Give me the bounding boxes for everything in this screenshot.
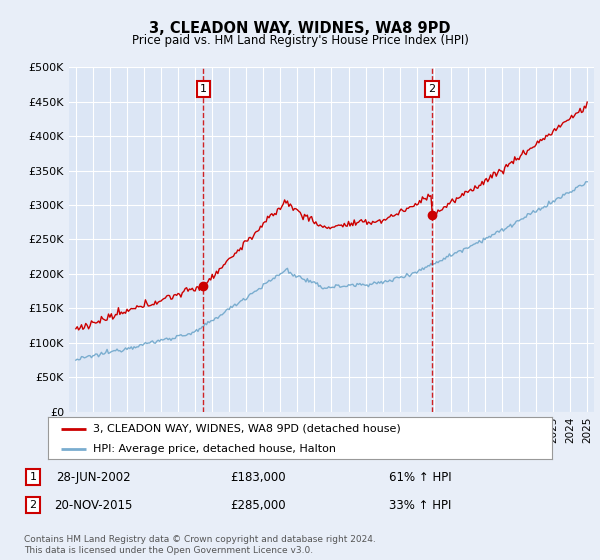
Text: 2: 2 xyxy=(29,500,37,510)
Text: Price paid vs. HM Land Registry's House Price Index (HPI): Price paid vs. HM Land Registry's House … xyxy=(131,34,469,46)
Text: 1: 1 xyxy=(200,84,207,94)
Text: Contains HM Land Registry data © Crown copyright and database right 2024.
This d: Contains HM Land Registry data © Crown c… xyxy=(24,535,376,555)
Text: 20-NOV-2015: 20-NOV-2015 xyxy=(54,498,132,512)
Text: 2: 2 xyxy=(428,84,436,94)
Text: 33% ↑ HPI: 33% ↑ HPI xyxy=(389,498,451,512)
Text: 1: 1 xyxy=(29,472,37,482)
Text: 61% ↑ HPI: 61% ↑ HPI xyxy=(389,470,451,484)
Text: £183,000: £183,000 xyxy=(230,470,286,484)
Text: 3, CLEADON WAY, WIDNES, WA8 9PD (detached house): 3, CLEADON WAY, WIDNES, WA8 9PD (detache… xyxy=(94,424,401,434)
Text: 28-JUN-2002: 28-JUN-2002 xyxy=(56,470,130,484)
Text: 3, CLEADON WAY, WIDNES, WA8 9PD: 3, CLEADON WAY, WIDNES, WA8 9PD xyxy=(149,21,451,36)
Text: £285,000: £285,000 xyxy=(230,498,286,512)
Text: HPI: Average price, detached house, Halton: HPI: Average price, detached house, Halt… xyxy=(94,444,337,454)
